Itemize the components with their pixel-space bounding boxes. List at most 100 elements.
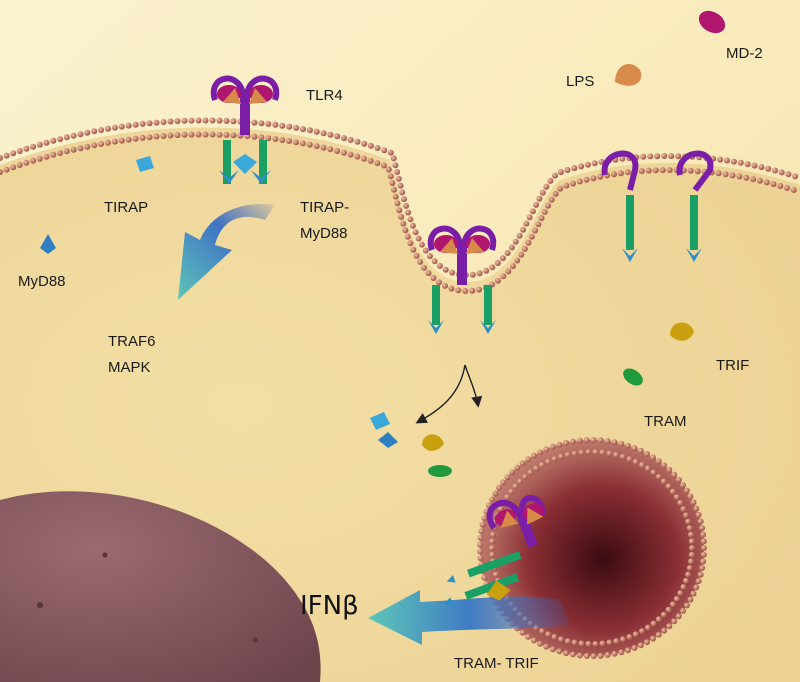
nuclear-pore [37,602,43,608]
endosome-bead [549,646,556,653]
membrane-bead [518,251,525,258]
endosome-bead [650,469,657,476]
membrane-bead [469,287,476,294]
membrane-bead [758,164,765,171]
membrane-bead [668,153,675,160]
endosome-bead [665,483,672,490]
membrane-bead [545,202,552,209]
endosome-bead [618,649,625,656]
membrane-bead [30,143,37,150]
myd88-pathway-arrow [178,204,275,300]
membrane-bead [230,118,237,125]
endosome-bead [688,538,695,545]
endosome-bead [650,620,657,627]
membrane-bead [777,183,784,189]
endosome-bead [592,640,599,647]
membrane-bead [448,285,455,292]
membrane-bead [619,155,626,162]
endosome-bead [551,456,558,462]
membrane-bead [476,286,483,293]
membrane-bead [528,233,535,240]
membrane-bead [790,187,797,193]
endosome-bead [619,636,626,643]
membrane-bead [43,153,50,160]
membrane-bead [729,172,736,179]
membrane-bead [652,167,659,174]
membrane-bead [743,174,750,181]
membrane-bead [10,164,17,171]
membrane-bead [111,124,118,131]
endosome-bead [597,652,604,659]
membrane-bead [361,140,368,147]
membrane-bead [737,159,744,166]
membrane-bead [347,151,354,158]
endosome-bead [604,651,611,658]
endosome-bead [695,578,702,585]
membrane-bead [552,190,559,197]
membrane-bead [209,131,216,138]
membrane-bead [77,145,84,152]
endosome-bead [611,650,618,657]
membrane-bead [792,173,799,180]
endosome-bead [489,545,495,551]
membrane-bead [334,133,341,140]
membrane-bead [181,117,188,124]
membrane-bead [611,171,617,178]
endosome-bead [564,451,571,458]
membrane-bead [538,215,545,222]
membrane-bead [153,133,160,140]
endosome-bead [590,653,597,659]
endosome-bead [571,450,578,457]
endosome-bead [539,461,545,468]
endosome-bead [543,643,550,650]
endosome-bead [558,453,565,460]
membrane-bead [659,167,666,174]
label-trif: TRIF [716,357,749,374]
endosome-bead [686,525,693,531]
membrane-bead [436,279,442,286]
membrane-bead [557,185,564,192]
membrane-bead [405,209,412,216]
membrane-bead [306,141,313,148]
membrane-bead [724,157,730,164]
membrane-bead [132,135,139,142]
membrane-bead [0,169,3,175]
membrane-bead [436,262,443,269]
endosome-bead [683,487,690,494]
membrane-bead [367,142,374,149]
membrane-bead [111,138,118,145]
endosome-bead [606,450,613,457]
membrane-bead [160,119,167,125]
endosome-bead [558,636,565,643]
endosome-bead [585,449,592,456]
membrane-bead [407,240,414,247]
membrane-bead [223,117,230,124]
endosome-bead [639,628,645,635]
endosome-bead [680,607,686,614]
endosome-bead [661,462,668,469]
membrane-bead [647,153,654,160]
membrane-bead [139,134,146,141]
membrane-bead [146,134,153,141]
unbound-tlr4-receptors [601,150,714,262]
membrane-bead [442,282,448,289]
membrane-bead [412,229,419,236]
endosome-bead [673,494,680,501]
membrane-bead [354,153,361,160]
endosome-bead [644,450,650,457]
membrane-bead [422,247,429,254]
membrane-bead [415,235,422,242]
membrane-bead [736,173,743,180]
membrane-bead [455,287,462,294]
membrane-bead [578,163,585,170]
membrane-bead [401,196,407,203]
membrane-bead [763,179,770,186]
endosome-bead [685,571,692,578]
endosome-bead [680,506,687,512]
endosome-bead [677,499,684,506]
membrane-bead [640,153,647,160]
membrane-bead [547,177,554,184]
endosome-bead [687,596,694,603]
membrane-bead [380,162,387,169]
